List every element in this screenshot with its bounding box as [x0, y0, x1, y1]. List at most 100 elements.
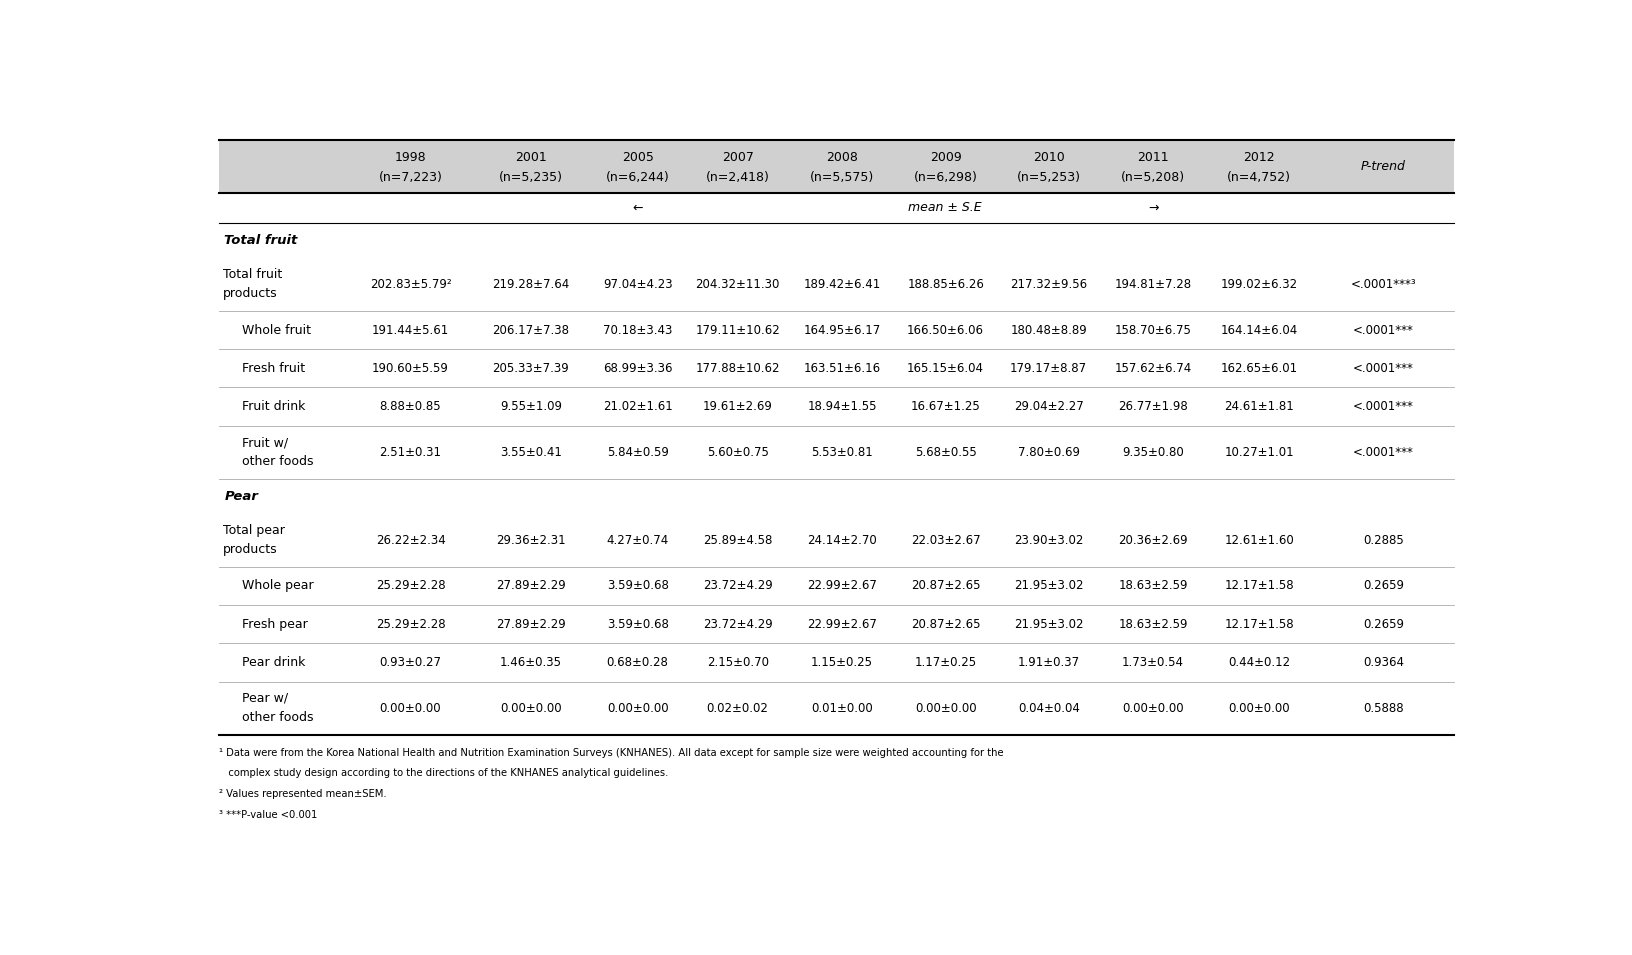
Text: <.0001***: <.0001*** — [1353, 324, 1413, 336]
Text: 7.80±0.69: 7.80±0.69 — [1018, 446, 1080, 458]
Text: 5.68±0.55: 5.68±0.55 — [916, 446, 976, 458]
Text: 1.46±0.35: 1.46±0.35 — [499, 656, 561, 668]
Text: 25.29±2.28: 25.29±2.28 — [375, 580, 446, 592]
Text: 22.99±2.67: 22.99±2.67 — [806, 618, 876, 630]
Text: 2001: 2001 — [516, 151, 547, 163]
Text: (n=7,223): (n=7,223) — [379, 171, 442, 184]
Text: 165.15±6.04: 165.15±6.04 — [907, 362, 984, 374]
Text: 5.84±0.59: 5.84±0.59 — [607, 446, 669, 458]
Text: 179.11±10.62: 179.11±10.62 — [695, 324, 780, 336]
Text: 0.68±0.28: 0.68±0.28 — [607, 656, 669, 668]
Text: 70.18±3.43: 70.18±3.43 — [602, 324, 672, 336]
Text: 163.51±6.16: 163.51±6.16 — [803, 362, 881, 374]
Text: 0.2885: 0.2885 — [1363, 534, 1404, 547]
Text: (n=2,418): (n=2,418) — [705, 171, 770, 184]
Text: Fresh fruit: Fresh fruit — [242, 362, 305, 374]
Text: 0.00±0.00: 0.00±0.00 — [1229, 702, 1289, 714]
Text: 12.17±1.58: 12.17±1.58 — [1224, 580, 1294, 592]
Text: <.0001***: <.0001*** — [1353, 362, 1413, 374]
Text: (n=5,208): (n=5,208) — [1121, 171, 1185, 184]
Text: 9.35±0.80: 9.35±0.80 — [1123, 446, 1183, 458]
Text: 164.95±6.17: 164.95±6.17 — [803, 324, 881, 336]
Text: 190.60±5.59: 190.60±5.59 — [372, 362, 449, 374]
Text: 18.63±2.59: 18.63±2.59 — [1118, 618, 1188, 630]
Text: 26.77±1.98: 26.77±1.98 — [1118, 400, 1188, 413]
Text: 4.27±0.74: 4.27±0.74 — [607, 534, 669, 547]
Text: 8.88±0.85: 8.88±0.85 — [380, 400, 441, 413]
Text: 2.51±0.31: 2.51±0.31 — [380, 446, 442, 458]
Text: Pear drink: Pear drink — [242, 656, 305, 668]
Text: <.0001***: <.0001*** — [1353, 400, 1413, 413]
Text: 177.88±10.62: 177.88±10.62 — [695, 362, 780, 374]
Text: 0.93±0.27: 0.93±0.27 — [380, 656, 442, 668]
Text: 97.04±4.23: 97.04±4.23 — [602, 278, 672, 291]
Text: 0.00±0.00: 0.00±0.00 — [916, 702, 976, 714]
Text: 0.04±0.04: 0.04±0.04 — [1018, 702, 1080, 714]
Text: 0.01±0.00: 0.01±0.00 — [811, 702, 873, 714]
Text: 191.44±5.61: 191.44±5.61 — [372, 324, 449, 336]
Text: 0.44±0.12: 0.44±0.12 — [1229, 656, 1291, 668]
Text: 3.55±0.41: 3.55±0.41 — [499, 446, 561, 458]
Text: 158.70±6.75: 158.70±6.75 — [1115, 324, 1191, 336]
Text: (n=6,298): (n=6,298) — [914, 171, 978, 184]
Text: complex study design according to the directions of the KNHANES analytical guide: complex study design according to the di… — [219, 769, 669, 778]
Text: Whole pear: Whole pear — [242, 580, 313, 592]
Text: ¹ Data were from the Korea National Health and Nutrition Examination Surveys (KN: ¹ Data were from the Korea National Heal… — [219, 748, 1004, 757]
Text: 1.73±0.54: 1.73±0.54 — [1123, 656, 1185, 668]
Text: 2007: 2007 — [721, 151, 754, 163]
Text: 19.61±2.69: 19.61±2.69 — [703, 400, 772, 413]
Text: Fresh pear: Fresh pear — [242, 618, 308, 630]
Text: 21.95±3.02: 21.95±3.02 — [1013, 618, 1084, 630]
Text: 22.99±2.67: 22.99±2.67 — [806, 580, 876, 592]
Text: 2.15±0.70: 2.15±0.70 — [707, 656, 769, 668]
Text: 199.02±6.32: 199.02±6.32 — [1221, 278, 1297, 291]
Text: 205.33±7.39: 205.33±7.39 — [493, 362, 570, 374]
Text: 202.83±5.79²: 202.83±5.79² — [370, 278, 452, 291]
Text: 2011: 2011 — [1138, 151, 1169, 163]
Text: Pear w/: Pear w/ — [242, 692, 289, 705]
Text: Total fruit: Total fruit — [224, 234, 297, 246]
Text: 21.95±3.02: 21.95±3.02 — [1013, 580, 1084, 592]
Text: 20.36±2.69: 20.36±2.69 — [1118, 534, 1188, 547]
Text: ² Values represented mean±SEM.: ² Values represented mean±SEM. — [219, 789, 387, 799]
Text: 9.55±1.09: 9.55±1.09 — [499, 400, 561, 413]
Text: 5.60±0.75: 5.60±0.75 — [707, 446, 769, 458]
Text: 194.81±7.28: 194.81±7.28 — [1115, 278, 1191, 291]
Text: 27.89±2.29: 27.89±2.29 — [496, 580, 566, 592]
Text: 2009: 2009 — [930, 151, 961, 163]
Text: 2012: 2012 — [1244, 151, 1275, 163]
Text: (n=5,235): (n=5,235) — [499, 171, 563, 184]
Text: →: → — [1147, 202, 1159, 215]
Text: 23.90±3.02: 23.90±3.02 — [1013, 534, 1084, 547]
Text: (n=5,253): (n=5,253) — [1017, 171, 1080, 184]
Text: Pear: Pear — [224, 490, 258, 502]
Text: Total fruit: Total fruit — [224, 268, 282, 282]
Text: 29.36±2.31: 29.36±2.31 — [496, 534, 566, 547]
Text: 20.87±2.65: 20.87±2.65 — [911, 580, 981, 592]
Text: 26.22±2.34: 26.22±2.34 — [375, 534, 446, 547]
Text: 1.91±0.37: 1.91±0.37 — [1018, 656, 1080, 668]
Text: products: products — [224, 287, 277, 301]
Text: Fruit w/: Fruit w/ — [242, 436, 289, 449]
Text: ←: ← — [633, 202, 643, 215]
Text: 25.89±4.58: 25.89±4.58 — [703, 534, 772, 547]
Text: <.0001***³: <.0001***³ — [1350, 278, 1417, 291]
Text: 5.53±0.81: 5.53±0.81 — [811, 446, 873, 458]
Text: ³ ***P-value <0.001: ³ ***P-value <0.001 — [219, 810, 318, 819]
Text: 0.02±0.02: 0.02±0.02 — [707, 702, 769, 714]
Text: other foods: other foods — [242, 711, 313, 724]
Text: 27.89±2.29: 27.89±2.29 — [496, 618, 566, 630]
Text: (n=4,752): (n=4,752) — [1227, 171, 1291, 184]
Text: 180.48±8.89: 180.48±8.89 — [1010, 324, 1087, 336]
Text: 204.32±11.30: 204.32±11.30 — [695, 278, 780, 291]
Text: 206.17±7.38: 206.17±7.38 — [493, 324, 570, 336]
Text: 68.99±3.36: 68.99±3.36 — [602, 362, 672, 374]
Text: (n=5,575): (n=5,575) — [809, 171, 875, 184]
Text: mean ± S.E: mean ± S.E — [909, 202, 982, 215]
Text: 0.00±0.00: 0.00±0.00 — [1123, 702, 1183, 714]
Text: Total pear: Total pear — [224, 524, 286, 538]
Text: 1.15±0.25: 1.15±0.25 — [811, 656, 873, 668]
Text: Whole fruit: Whole fruit — [242, 324, 312, 336]
Text: 3.59±0.68: 3.59±0.68 — [607, 580, 669, 592]
Text: 23.72±4.29: 23.72±4.29 — [703, 580, 772, 592]
